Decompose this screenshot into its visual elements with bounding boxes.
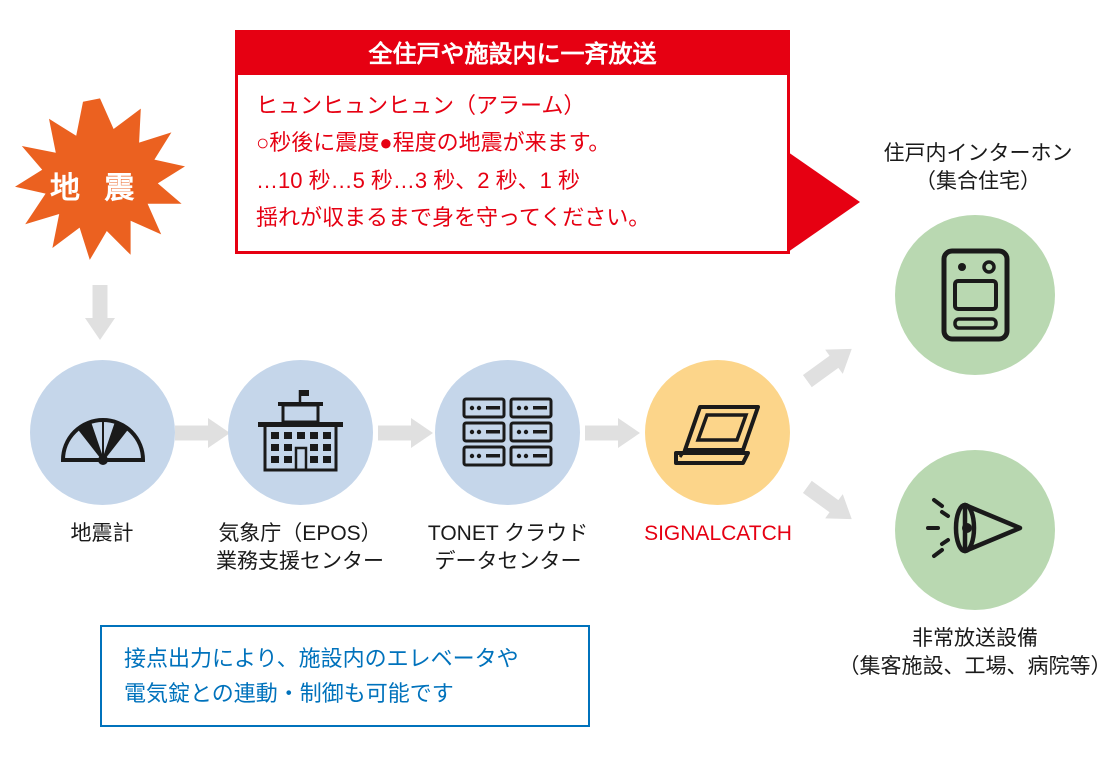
building-icon [253, 390, 348, 475]
banner-pointer [788, 152, 860, 252]
banner-body: ヒュンヒュンヒュン（アラーム） ○秒後に震度●程度の地震が来ます。 …10 秒…… [235, 72, 790, 254]
node-intercom-label: 住戸内インターホン （集合住宅） [863, 140, 1093, 197]
arrow-right [378, 418, 433, 448]
earthquake-label: 地 震 [50, 163, 142, 207]
banner-header: 全住戸や施設内に一斉放送 [235, 30, 790, 72]
node-intercom [895, 215, 1055, 375]
node-seismometer [30, 360, 175, 505]
banner-line: 揺れが収まるまで身を守ってください。 [256, 199, 769, 236]
node-jma [228, 360, 373, 505]
node-signalcatch-label: SIGNALCATCH [618, 520, 818, 548]
arrow-right [585, 418, 640, 448]
node-seismometer-label: 地震計 [2, 520, 202, 548]
tablet-icon [670, 395, 765, 470]
intercom-icon [938, 245, 1013, 345]
servers-icon [460, 395, 555, 470]
blue-box-line: 電気錠との連動・制御も可能です [124, 676, 566, 711]
blue-box-line: 接点出力により、施設内のエレベータや [124, 641, 566, 676]
blue-info-box: 接点出力により、施設内のエレベータや 電気錠との連動・制御も可能です [100, 625, 590, 727]
banner-line: ○秒後に震度●程度の地震が来ます。 [256, 124, 769, 161]
arrow-right [175, 418, 230, 448]
node-tonet [435, 360, 580, 505]
node-tonet-label: TONET クラウド データセンター [408, 520, 608, 577]
seismometer-icon [58, 400, 148, 465]
arrow-up-right [798, 337, 860, 394]
banner-line: ヒュンヒュンヒュン（アラーム） [256, 87, 769, 124]
speaker-icon [920, 490, 1030, 570]
node-signalcatch [645, 360, 790, 505]
node-pa [895, 450, 1055, 610]
node-jma-label: 気象庁（EPOS） 業務支援センター [200, 520, 400, 577]
banner-line: …10 秒…5 秒…3 秒、2 秒、1 秒 [256, 162, 769, 199]
arrow-down [85, 285, 115, 340]
node-pa-label: 非常放送設備 （集客施設、工場、病院等） [830, 625, 1119, 682]
